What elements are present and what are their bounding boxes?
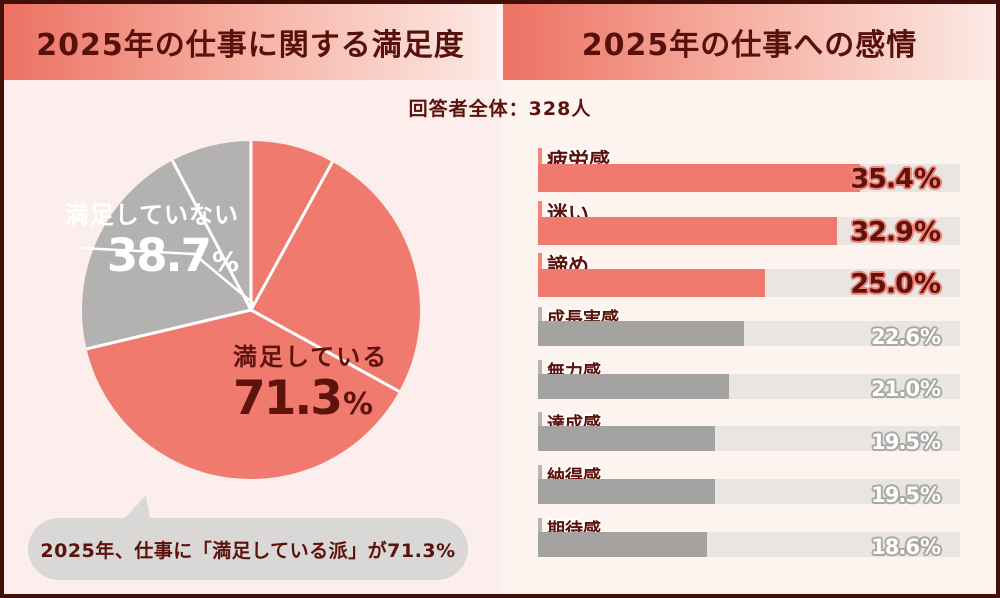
bar-track: 19.5% bbox=[538, 426, 960, 454]
header-right: 2025年の仕事への感情 bbox=[503, 4, 996, 80]
bar-track: 25.0% bbox=[538, 269, 960, 301]
pie-label-satisfied: 満足している 71.3% bbox=[233, 343, 389, 426]
pie-label-unsatisfied: 満足していない 38.7% bbox=[64, 201, 239, 282]
tick-mark bbox=[538, 465, 542, 484]
pie-chart bbox=[81, 141, 420, 480]
title-satisfaction: 2025年の仕事に関する満足度 bbox=[36, 28, 465, 63]
pie-divider-line bbox=[86, 308, 252, 351]
bar-track: 18.6% bbox=[538, 531, 960, 560]
bar-row: 期待感 18.6% bbox=[538, 517, 960, 570]
bar-row: 無力感 21.0% bbox=[538, 359, 960, 412]
pie-panel: 満足していない 38.7% 満足している 71.3% 2025年、仕事に「満足し… bbox=[4, 80, 501, 594]
bar-fill bbox=[538, 269, 766, 298]
bar-value: 19.5% bbox=[871, 482, 941, 507]
title-emotions: 2025年の仕事への感情 bbox=[581, 28, 918, 63]
bar-value: 18.6% bbox=[871, 535, 941, 560]
tick-mark bbox=[538, 253, 542, 274]
bar-fill bbox=[538, 531, 708, 557]
unsatisfied-value: 38.7% bbox=[106, 228, 239, 282]
bar-row: 納得感 19.5% bbox=[538, 464, 960, 517]
speech-bubble: 2025年、仕事に「満足している派」が71.3% bbox=[28, 518, 468, 580]
bar-fill bbox=[538, 164, 860, 192]
tick-mark bbox=[538, 412, 542, 431]
bar-row: 成長実感 22.6% bbox=[538, 306, 960, 359]
callout-text: 2025年、仕事に「満足している派」が71.3% bbox=[40, 539, 456, 562]
respondents-note: 回答者全体：328人 bbox=[408, 98, 592, 120]
pie-slices bbox=[81, 141, 420, 480]
bar-value: 25.0% bbox=[850, 269, 941, 301]
header-left: 2025年の仕事に関する満足度 bbox=[4, 4, 497, 80]
bar-panel: 疲労感 35.4% 迷い 32.9% 諦め bbox=[501, 80, 996, 594]
pie-slice bbox=[251, 161, 420, 392]
bar-track: 22.6% bbox=[538, 321, 960, 349]
pie-slice bbox=[86, 310, 400, 480]
pie-slice bbox=[172, 141, 251, 310]
pie-slice bbox=[251, 141, 333, 310]
bar-fill bbox=[538, 321, 744, 347]
tick-mark bbox=[538, 148, 542, 168]
bar-value: 22.6% bbox=[871, 324, 941, 349]
bar-row: 迷い 32.9% bbox=[538, 200, 960, 254]
bar-row: 達成感 19.5% bbox=[538, 411, 960, 464]
bar-fill bbox=[538, 373, 729, 399]
bar-value: 32.9% bbox=[850, 216, 941, 248]
pie-divider-line bbox=[171, 159, 253, 311]
pie-divider-line bbox=[249, 161, 334, 311]
bar-fill bbox=[538, 479, 716, 505]
satisfied-name: 満足している bbox=[233, 343, 389, 371]
bar-value: 35.4% bbox=[850, 163, 941, 195]
satisfied-value: 71.3% bbox=[233, 370, 374, 426]
bar-value: 21.0% bbox=[871, 377, 941, 402]
bar-track: 21.0% bbox=[538, 373, 960, 402]
bar-track: 35.4% bbox=[538, 163, 960, 195]
tick-mark bbox=[538, 359, 542, 378]
tick-mark bbox=[538, 517, 542, 536]
tick-mark bbox=[538, 307, 542, 326]
bar-fill bbox=[538, 426, 716, 452]
pie-slice bbox=[81, 160, 251, 349]
bar-row: 疲労感 35.4% bbox=[538, 148, 960, 201]
bar-chart: 疲労感 35.4% 迷い 32.9% 諦め bbox=[538, 148, 960, 570]
bar-row: 諦め 25.0% bbox=[538, 253, 960, 306]
bar-value: 19.5% bbox=[871, 429, 941, 454]
header-row: 2025年の仕事に関する満足度 2025年の仕事への感情 bbox=[4, 4, 996, 80]
label-leader-line bbox=[81, 246, 255, 305]
bar-track: 32.9% bbox=[538, 216, 960, 248]
unsatisfied-name: 満足していない bbox=[64, 201, 239, 229]
body: 回答者全体：328人 満足していない 38.7% 満足している 71.3% bbox=[4, 80, 996, 594]
pie-slice-dividers bbox=[86, 141, 400, 393]
pie-divider-line bbox=[250, 308, 400, 393]
tick-mark bbox=[538, 200, 542, 221]
bar-track: 19.5% bbox=[538, 479, 960, 507]
bar-fill bbox=[538, 216, 838, 245]
